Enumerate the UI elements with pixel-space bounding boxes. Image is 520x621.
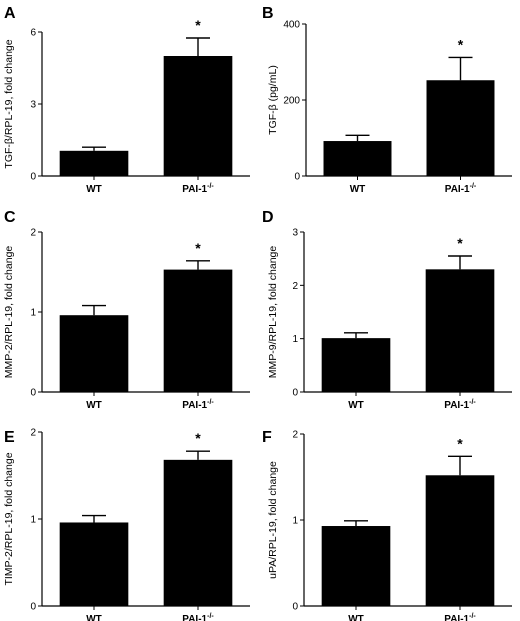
- bar: [426, 80, 495, 176]
- x-tick-label: PAI-1-/-: [182, 613, 214, 621]
- y-tick-label: 6: [30, 28, 36, 39]
- bar: [59, 315, 129, 392]
- chart-panel-c: C 0 1 2 MMP-2/RPL-19, fold change WT PAI-1-/- *: [3, 209, 250, 411]
- y-tick-label: 3: [30, 100, 36, 111]
- bar: [59, 150, 129, 176]
- significance-marker: *: [457, 435, 463, 451]
- panel-letter: A: [4, 5, 16, 22]
- y-tick-label: 2: [292, 430, 298, 441]
- x-tick-label: WT: [86, 184, 102, 195]
- chart-panel-b: B 0 200 400 TGF-β (pg/mL) WT PAI-1-/- *: [262, 5, 512, 195]
- y-tick-label: 0: [292, 388, 298, 399]
- y-axis-label: MMP-9/RPL-19, fold change: [267, 246, 279, 379]
- significance-marker: *: [458, 36, 464, 52]
- bar: [163, 269, 233, 392]
- x-tick-label-superscript: -/-: [207, 613, 214, 620]
- chart-panel-d: D 0 1 2 3 MMP-9/RPL-19, fold change WT PAI-1-/-…: [262, 209, 512, 411]
- bar: [163, 56, 233, 176]
- y-tick-label: 0: [30, 172, 36, 183]
- x-tick-label: WT: [86, 400, 102, 411]
- panel-letter: C: [4, 209, 16, 226]
- y-tick-label: 1: [30, 308, 36, 319]
- x-tick-label: PAI-1-/-: [182, 399, 214, 411]
- x-tick-label: PAI-1-/-: [444, 399, 476, 411]
- bar: [425, 475, 495, 606]
- bar: [425, 269, 495, 392]
- panel-letter: E: [4, 429, 15, 446]
- y-tick-label: 2: [30, 228, 36, 239]
- y-tick-label: 1: [292, 334, 298, 345]
- y-tick-label: 400: [283, 20, 300, 31]
- chart-panel-f: F 0 1 2 uPA/RPL-19, fold change WT PAI-1-/- *: [262, 429, 512, 621]
- chart-panel-e: E 0 1 2 TIMP-2/RPL-19, fold change WT PAI-1-/-…: [3, 428, 250, 621]
- x-tick-label: WT: [350, 184, 366, 195]
- y-tick-label: 0: [292, 602, 298, 613]
- y-tick-label: 2: [30, 428, 36, 439]
- x-tick-label: WT: [86, 614, 102, 621]
- x-tick-label-superscript: -/-: [470, 183, 477, 190]
- y-tick-label: 1: [292, 516, 298, 527]
- chart-panel-a: A 0 3 6 TGF-β/RPL-19, fold change WT PAI-1-/- *: [3, 5, 250, 195]
- significance-marker: *: [195, 17, 201, 33]
- y-tick-label: 0: [30, 602, 36, 613]
- y-axis-label: TIMP-2/RPL-19, fold change: [3, 452, 15, 585]
- x-tick-label: PAI-1-/-: [444, 613, 476, 621]
- panel-letter: D: [262, 209, 274, 226]
- y-axis-label: TGF-β (pg/mL): [267, 65, 279, 135]
- x-tick-label: WT: [348, 400, 364, 411]
- y-tick-label: 3: [292, 228, 298, 239]
- bar: [321, 526, 391, 606]
- y-tick-label: 2: [292, 281, 298, 292]
- x-tick-label-superscript: -/-: [207, 183, 214, 190]
- panel-letter: F: [262, 429, 272, 446]
- x-tick-label-superscript: -/-: [469, 399, 476, 406]
- y-tick-label: 200: [283, 96, 300, 107]
- bar: [321, 338, 391, 392]
- bar: [59, 522, 129, 606]
- bar: [163, 459, 233, 606]
- y-axis-label: uPA/RPL-19, fold change: [267, 461, 279, 579]
- significance-marker: *: [195, 240, 201, 256]
- significance-marker: *: [457, 235, 463, 251]
- x-tick-label: WT: [348, 614, 364, 621]
- y-tick-label: 0: [30, 388, 36, 399]
- y-axis-label: TGF-β/RPL-19, fold change: [3, 39, 15, 168]
- x-tick-label-superscript: -/-: [469, 613, 476, 620]
- x-tick-label: PAI-1-/-: [445, 183, 477, 195]
- panel-letter: B: [262, 5, 274, 22]
- y-tick-label: 1: [30, 515, 36, 526]
- y-tick-label: 0: [294, 172, 300, 183]
- y-axis-label: MMP-2/RPL-19, fold change: [3, 246, 15, 379]
- x-tick-label-superscript: -/-: [207, 399, 214, 406]
- significance-marker: *: [195, 430, 201, 446]
- x-tick-label: PAI-1-/-: [182, 183, 214, 195]
- bar: [323, 141, 392, 176]
